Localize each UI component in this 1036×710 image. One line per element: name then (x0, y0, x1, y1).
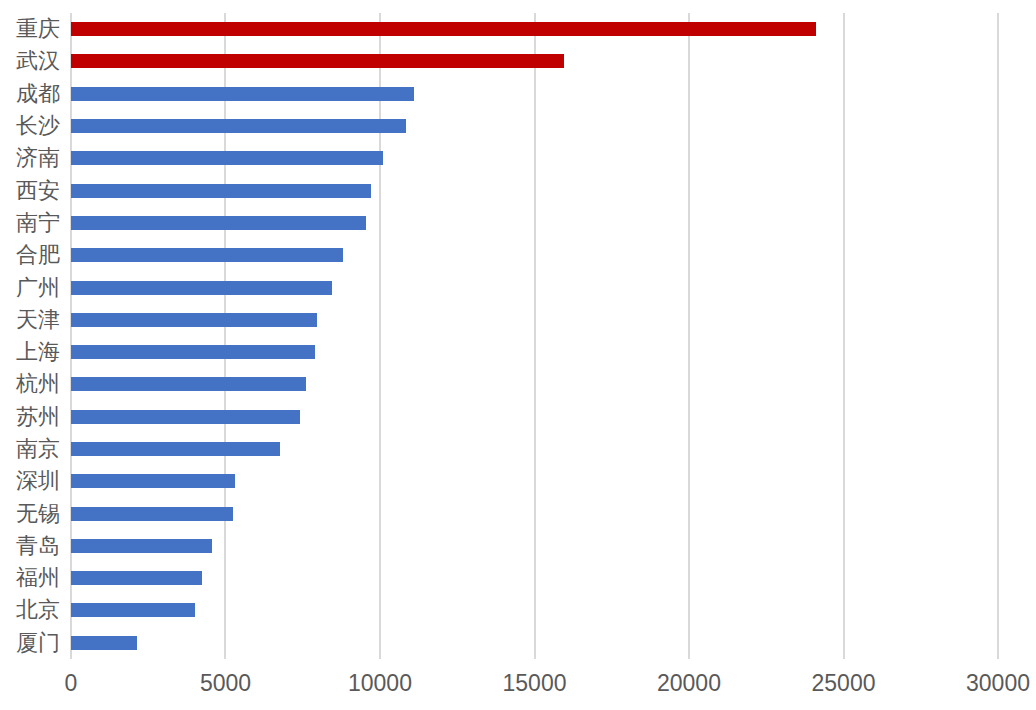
bar-row (71, 336, 998, 368)
bar (71, 87, 414, 101)
bar-row (71, 530, 998, 562)
bar-chart: 重庆武汉成都长沙济南西安南宁合肥广州天津上海杭州苏州南京深圳无锡青岛福州北京厦门… (0, 0, 1036, 710)
bar-rows (71, 13, 998, 659)
category-label: 广州 (0, 271, 60, 303)
x-tick-label: 0 (65, 670, 78, 697)
category-label: 苏州 (0, 401, 60, 433)
bar-row (71, 13, 998, 45)
category-label: 深圳 (0, 465, 60, 497)
bar-row (71, 401, 998, 433)
bar (71, 119, 406, 133)
category-label: 长沙 (0, 110, 60, 142)
bar-row (71, 45, 998, 77)
category-label: 天津 (0, 304, 60, 336)
category-label: 南宁 (0, 207, 60, 239)
bar-row (71, 271, 998, 303)
bar-row (71, 142, 998, 174)
bar-row (71, 465, 998, 497)
bar (71, 507, 233, 521)
bar (71, 281, 332, 295)
category-label: 无锡 (0, 497, 60, 529)
bar-row (71, 207, 998, 239)
bar-row (71, 368, 998, 400)
x-tick-label: 5000 (200, 670, 251, 697)
bar-row (71, 497, 998, 529)
category-label: 厦门 (0, 627, 60, 659)
bar-row (71, 562, 998, 594)
bar (71, 442, 280, 456)
bar (71, 22, 816, 36)
x-tick-label: 30000 (966, 670, 1030, 697)
bar (71, 151, 383, 165)
category-axis: 重庆武汉成都长沙济南西安南宁合肥广州天津上海杭州苏州南京深圳无锡青岛福州北京厦门 (0, 13, 60, 659)
category-label: 西安 (0, 174, 60, 206)
category-label: 上海 (0, 336, 60, 368)
x-tick-label: 20000 (657, 670, 721, 697)
bar (71, 539, 212, 553)
bar-row (71, 110, 998, 142)
category-label: 杭州 (0, 368, 60, 400)
category-label: 济南 (0, 142, 60, 174)
bar-row (71, 594, 998, 626)
category-label: 重庆 (0, 13, 60, 45)
category-label: 福州 (0, 562, 60, 594)
bar-row (71, 78, 998, 110)
bar (71, 377, 306, 391)
bar (71, 54, 564, 68)
value-axis: 050001000015000200002500030000 (71, 670, 998, 702)
category-label: 南京 (0, 433, 60, 465)
bar (71, 474, 235, 488)
category-label: 北京 (0, 594, 60, 626)
category-label: 青岛 (0, 530, 60, 562)
bar (71, 571, 202, 585)
x-tick-label: 15000 (503, 670, 567, 697)
bar (71, 345, 315, 359)
bar-row (71, 174, 998, 206)
bar-row (71, 433, 998, 465)
category-label: 武汉 (0, 45, 60, 77)
category-label: 合肥 (0, 239, 60, 271)
x-tick-label: 25000 (812, 670, 876, 697)
bar-row (71, 239, 998, 271)
bar (71, 248, 343, 262)
bar (71, 410, 300, 424)
bar (71, 603, 195, 617)
bar (71, 636, 137, 650)
bar-row (71, 627, 998, 659)
bar (71, 313, 317, 327)
plot-area (71, 13, 998, 659)
bar-row (71, 304, 998, 336)
bar (71, 184, 371, 198)
category-label: 成都 (0, 78, 60, 110)
bar (71, 216, 366, 230)
x-tick-label: 10000 (348, 670, 412, 697)
